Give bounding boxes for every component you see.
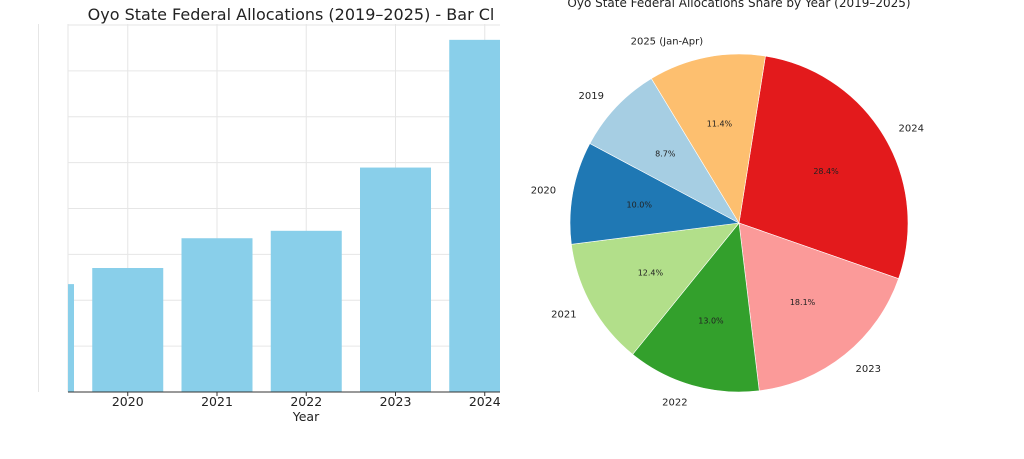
pie-pct-label: 8.7% [655,149,676,158]
pie-pct-label: 18.1% [790,298,816,307]
pie-category-label: 2020 [531,185,556,196]
pie-category-label: 2024 [899,124,924,135]
bar-x-tick-label: 2020 [112,394,144,409]
bar-2020 [92,268,164,392]
bar-chart-title: Oyo State Federal Allocations (2019–2025… [88,5,495,24]
bar-2019 [68,284,74,392]
pie-slice-2021 [571,222,740,355]
bar-x-ticks: 2020 2021 2022 2023 2024 [68,391,500,409]
bar-x-tick-label: 2022 [290,394,322,409]
pie-category-label: 2023 [856,364,881,375]
pie-slice-2024 [738,55,909,280]
pie-category-label: 2021 [551,309,576,320]
pie-pct-label: 12.4% [638,268,664,277]
bar-2023 [360,167,431,392]
pie-pct-label: 28.4% [813,167,839,176]
bar-x-tick-label: 2021 [201,394,233,409]
pie-chart-svg: Oyo State Federal Allocations Share by Y… [531,0,924,409]
bar-chart-svg: 2020 2021 2022 2023 2024 Oyo State Federal A… [38,5,500,424]
pie-pct-label: 13.0% [698,316,724,325]
pie-category-label: 2019 [579,91,604,102]
pie-pct-label: 11.4% [707,120,733,129]
bar-x-tick-label: 2024 [469,394,500,409]
pie-slice-2023 [738,222,899,392]
bar-2021 [181,238,253,392]
pie-chart: Oyo State Federal Allocations Share by Y… [500,0,1024,459]
pie-labels: 28.4% 2024 18.1% 2023 13.0% 2022 12.4% 2021 10.0… [531,37,924,409]
bar-x-tick-label: 2023 [380,394,412,409]
bar-2022 [270,230,342,392]
bar-2024 [449,39,500,393]
pie-slice-2022 [632,222,760,393]
pie-pct-label: 10.0% [627,201,653,210]
pie-slice-2020 [569,143,740,245]
pie-slices [569,53,909,393]
bar-marks [68,39,500,393]
pie-category-label: 2025 (Jan-Apr) [631,37,704,48]
pie-chart-title: Oyo State Federal Allocations Share by Y… [567,0,910,10]
pie-category-label: 2022 [662,398,687,409]
pie-slice-2025-jan-apr [650,53,766,224]
bar-x-axis-label: Year [292,409,320,424]
pie-slice-2019 [589,78,740,224]
bar-chart: 2020 2021 2022 2023 2024 Oyo State Federal A… [0,0,500,459]
